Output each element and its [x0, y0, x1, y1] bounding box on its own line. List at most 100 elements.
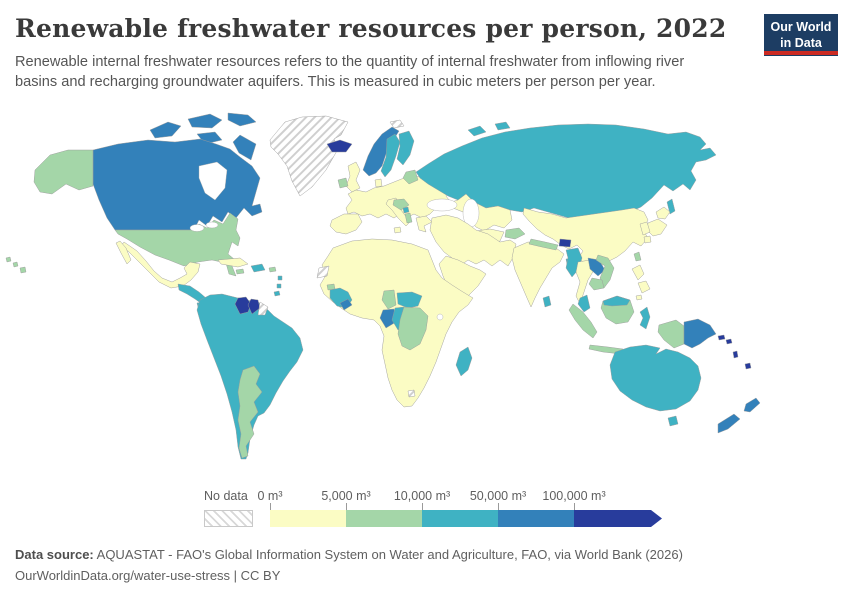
country-australia[interactable]	[609, 344, 702, 412]
country-sweden[interactable]	[380, 133, 401, 178]
country-sri-lanka[interactable]	[542, 295, 552, 308]
country-canada[interactable]	[227, 112, 257, 127]
country-mexico[interactable]	[120, 241, 201, 289]
country-japan[interactable]	[646, 218, 668, 237]
country-argentina[interactable]	[237, 365, 263, 459]
legend-bin-100000-plus[interactable]	[574, 510, 662, 527]
country-fiji[interactable]	[744, 362, 752, 370]
legend-tick-10000: 10,000 m³	[393, 489, 451, 503]
country-cambodia[interactable]	[588, 277, 605, 291]
country-greece[interactable]	[415, 215, 433, 233]
legend-bin-5000-10000[interactable]	[346, 510, 422, 527]
country-albania[interactable]	[404, 212, 413, 224]
country-cameroon[interactable]	[381, 289, 397, 310]
region-western-sahara[interactable]	[316, 265, 330, 279]
island-sumatra[interactable]	[568, 303, 598, 339]
country-gabon[interactable]	[379, 308, 397, 329]
legend-tick-mark	[498, 503, 499, 510]
country-puerto-rico[interactable]	[268, 266, 277, 273]
black-sea	[426, 198, 458, 212]
legend-tick-mark	[422, 503, 423, 510]
country-cuba[interactable]	[217, 257, 249, 268]
legend-tick-mark	[574, 503, 575, 510]
country-china[interactable]	[522, 207, 649, 270]
islands-solomon[interactable]	[725, 338, 733, 345]
region-french-guiana[interactable]	[257, 301, 269, 316]
country-japan[interactable]	[655, 206, 671, 220]
country-finland[interactable]	[396, 130, 415, 166]
country-drc[interactable]	[397, 306, 429, 351]
legend-tick-0: 0 m³	[257, 489, 283, 503]
island-sakhalin[interactable]	[666, 198, 676, 215]
region-malaysia-borneo[interactable]	[602, 295, 631, 307]
country-denmark[interactable]	[374, 178, 383, 188]
legend-no-data-swatch[interactable]	[204, 510, 253, 527]
region-korea[interactable]	[639, 221, 651, 236]
country-russia[interactable]	[494, 121, 511, 131]
country-alaska[interactable]	[33, 149, 94, 195]
islands-hawaii[interactable]	[12, 261, 19, 268]
legend-bin-0-5000[interactable]	[270, 510, 346, 527]
country-lesotho[interactable]	[407, 389, 416, 398]
country-malaysia[interactable]	[577, 294, 591, 313]
legend-bin-10000-50000[interactable]	[422, 510, 498, 527]
chart-subtitle: Renewable internal freshwater resources …	[15, 54, 685, 91]
island-sulawesi[interactable]	[639, 306, 651, 330]
legend-bin-50000-100000[interactable]	[498, 510, 574, 527]
islands-lesser-antilles[interactable]	[277, 275, 283, 281]
country-philippines[interactable]	[631, 264, 645, 281]
country-italy[interactable]	[393, 226, 402, 234]
country-ireland[interactable]	[337, 177, 349, 189]
data-source-line: Data source: AQUASTAT - FAO's Global Inf…	[15, 545, 683, 566]
data-source-label: Data source:	[15, 547, 94, 562]
license-line[interactable]: OurWorldinData.org/water-use-stress | CC…	[15, 567, 281, 583]
region-baltics[interactable]	[402, 169, 419, 185]
country-india[interactable]	[511, 241, 565, 308]
country-bhutan[interactable]	[558, 238, 572, 248]
country-new-zealand[interactable]	[717, 413, 741, 434]
country-philippines[interactable]	[635, 294, 643, 301]
region-west-new-guinea[interactable]	[657, 319, 685, 349]
country-guyana[interactable]	[234, 296, 252, 315]
country-central-african-republic[interactable]	[396, 291, 423, 309]
country-mexico[interactable]	[115, 240, 132, 265]
country-japan[interactable]	[643, 235, 652, 244]
country-montenegro[interactable]	[402, 206, 410, 214]
country-uk[interactable]	[345, 161, 361, 193]
country-iceland[interactable]	[326, 139, 353, 153]
country-canada[interactable]	[232, 134, 257, 161]
region-iberia[interactable]	[329, 213, 363, 235]
data-source-text: AQUASTAT - FAO's Global Information Syst…	[93, 547, 683, 562]
country-taiwan[interactable]	[633, 251, 642, 262]
country-russia[interactable]	[467, 125, 487, 137]
country-vanuatu[interactable]	[732, 350, 739, 359]
country-nepal[interactable]	[528, 238, 559, 251]
country-madagascar[interactable]	[455, 346, 473, 377]
legend-tick-5000: 5,000 m³	[321, 489, 371, 503]
islands-hawaii[interactable]	[19, 266, 27, 274]
owid-logo[interactable]: Our World in Data	[764, 14, 838, 57]
legend-tick-50000: 50,000 m³	[469, 489, 527, 503]
country-papua-new-guinea[interactable]	[683, 318, 717, 349]
chart-footer: Data source: AQUASTAT - FAO's Global Inf…	[15, 545, 683, 587]
country-jamaica[interactable]	[235, 268, 245, 275]
country-canada[interactable]	[187, 113, 223, 129]
country-philippines[interactable]	[637, 280, 651, 294]
country-greenland[interactable]	[269, 115, 349, 197]
islands-svalbard[interactable]	[389, 119, 405, 129]
islands-lesser-antilles[interactable]	[273, 290, 281, 297]
country-canada[interactable]	[149, 121, 182, 139]
region-southwest-asia[interactable]	[429, 214, 517, 267]
country-kyrgyzstan[interactable]	[504, 227, 526, 240]
country-suriname[interactable]	[247, 298, 261, 315]
country-canada[interactable]	[92, 138, 263, 231]
islands-lesser-antilles[interactable]	[276, 283, 282, 289]
country-new-zealand[interactable]	[743, 397, 761, 413]
country-hispaniola[interactable]	[250, 263, 266, 273]
country-liberia[interactable]	[339, 298, 353, 311]
islands-hawaii[interactable]	[5, 256, 12, 263]
owid-logo-line1: Our World	[770, 20, 832, 34]
page-title: Renewable freshwater resources per perso…	[15, 14, 727, 43]
islands-solomon[interactable]	[717, 334, 726, 341]
island-tasmania[interactable]	[667, 415, 679, 427]
